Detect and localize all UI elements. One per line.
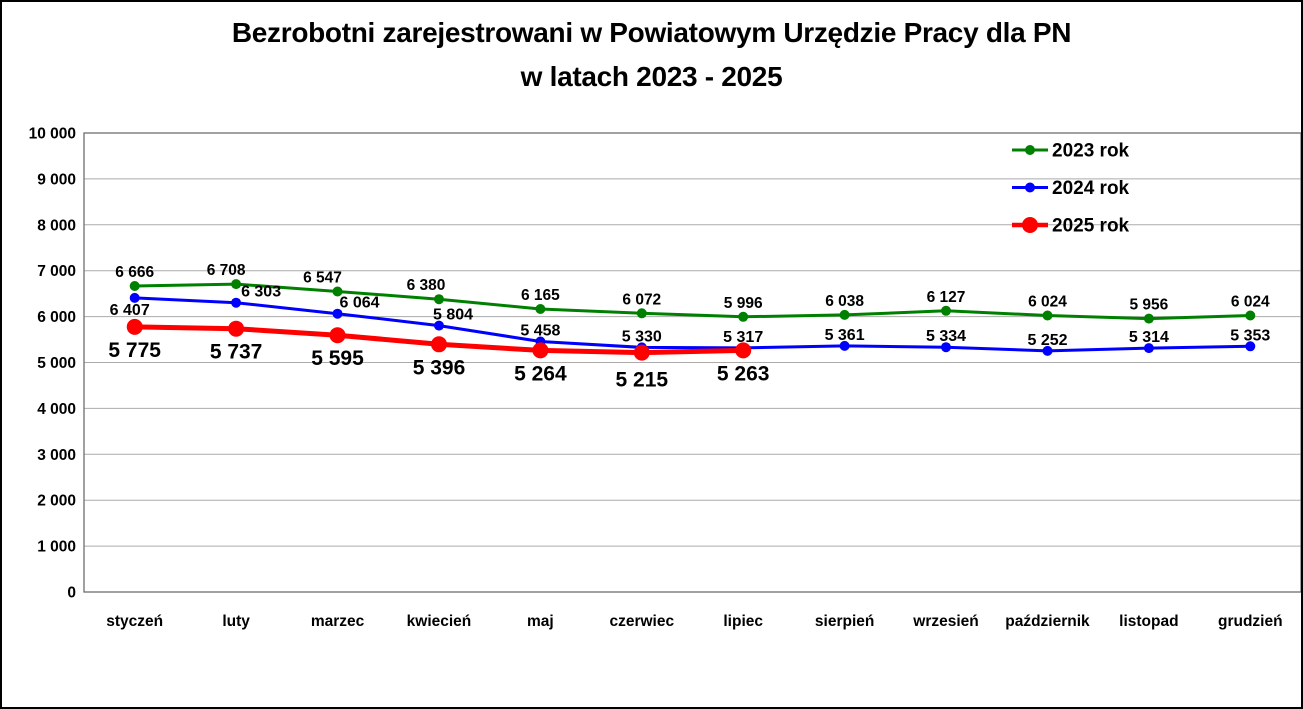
series-marker-2024-rok bbox=[1245, 341, 1256, 352]
x-axis-category-label: październik bbox=[1005, 613, 1090, 630]
series-marker-2025-rok bbox=[126, 318, 143, 335]
series-marker-2023-rok bbox=[738, 311, 749, 322]
legend-label-2024-rok: 2024 rok bbox=[1052, 178, 1130, 199]
series-marker-2025-rok bbox=[329, 327, 346, 344]
data-label-2025-rok: 5 737 bbox=[210, 341, 263, 364]
data-label-2024-rok: 5 334 bbox=[926, 328, 966, 345]
series-marker-2023-rok bbox=[332, 286, 343, 297]
series-line-2024-rok bbox=[133, 296, 1252, 353]
y-axis-tick-label: 6 000 bbox=[37, 309, 76, 326]
chart-title-line1: Bezrobotni zarejestrowani w Powiatowym U… bbox=[231, 17, 1072, 48]
data-label-2023-rok: 6 127 bbox=[927, 289, 966, 306]
data-label-2024-rok: 5 330 bbox=[622, 328, 662, 345]
series-marker-2024-rok bbox=[1143, 343, 1154, 354]
data-label-2024-rok: 5 353 bbox=[1230, 327, 1270, 344]
data-label-2024-rok: 5 314 bbox=[1129, 329, 1169, 346]
series-marker-2025-rok bbox=[633, 344, 650, 361]
series-marker-2023-rok bbox=[129, 281, 140, 291]
x-axis-category-label: styczeń bbox=[106, 613, 163, 630]
data-label-2023-rok: 6 547 bbox=[303, 270, 342, 287]
series-marker-2024-rok bbox=[231, 297, 242, 308]
data-label-2023-rok: 6 038 bbox=[825, 293, 864, 310]
series-marker-2024-rok bbox=[941, 342, 951, 353]
x-axis-category-label: marzec bbox=[311, 613, 365, 630]
data-label-2023-rok: 5 956 bbox=[1130, 297, 1169, 314]
data-label-2023-rok: 6 708 bbox=[207, 262, 246, 279]
data-label-2024-rok: 6 064 bbox=[339, 295, 379, 312]
data-label-2025-rok: 5 264 bbox=[514, 362, 567, 385]
data-label-2023-rok: 6 165 bbox=[521, 287, 560, 304]
legend-item-2023-rok: 2023 rok bbox=[1012, 141, 1130, 162]
series-marker-2023-rok bbox=[941, 305, 951, 316]
x-axis-category-label: grudzień bbox=[1218, 613, 1283, 630]
x-axis-category-label: kwiecień bbox=[407, 613, 472, 630]
plot-frame bbox=[83, 132, 1301, 593]
data-label-2024-rok: 5 361 bbox=[825, 327, 865, 344]
series-marker-2023-rok bbox=[636, 308, 647, 319]
x-axis-category-label: listopad bbox=[1119, 613, 1178, 630]
data-label-2025-rok: 5 263 bbox=[717, 362, 770, 385]
data-label-2025-rok: 5 396 bbox=[413, 356, 466, 379]
series-marker-2023-rok bbox=[839, 309, 850, 320]
series-marker-2023-rok bbox=[1245, 310, 1256, 321]
y-axis-tick-label: 0 bbox=[67, 585, 76, 602]
data-label-2024-rok: 6 303 bbox=[241, 284, 281, 301]
series-marker-2023-rok bbox=[1143, 313, 1154, 324]
data-label-2023-rok: 5 996 bbox=[724, 295, 763, 312]
x-axis-category-label: maj bbox=[527, 613, 554, 630]
data-label-2024-rok: 5 317 bbox=[723, 329, 763, 346]
series-marker-2023-rok bbox=[1042, 310, 1053, 321]
data-label-2023-rok: 6 024 bbox=[1028, 294, 1067, 311]
y-axis-tick-label: 9 000 bbox=[37, 171, 76, 188]
legend-marker-2024-rok bbox=[1025, 182, 1035, 193]
series-marker-2024-rok bbox=[839, 340, 850, 351]
data-label-2025-rok: 5 595 bbox=[311, 347, 364, 370]
y-axis-tick-label: 7 000 bbox=[37, 263, 76, 280]
data-label-2023-rok: 6 666 bbox=[115, 264, 154, 281]
series-marker-2025-rok bbox=[431, 336, 447, 353]
y-axis-tick-label: 4 000 bbox=[37, 401, 76, 418]
series-marker-2025-rok bbox=[735, 342, 752, 359]
series-marker-2023-rok bbox=[535, 304, 546, 314]
data-label-2024-rok: 6 407 bbox=[110, 302, 150, 319]
data-label-2025-rok: 5 215 bbox=[616, 369, 669, 392]
y-axis-tick-label: 5 000 bbox=[37, 355, 76, 372]
series-marker-2024-rok bbox=[332, 308, 343, 319]
data-label-2023-rok: 6 380 bbox=[407, 277, 446, 294]
series-marker-2025-rok bbox=[228, 320, 245, 337]
y-axis-tick-label: 3 000 bbox=[37, 447, 76, 464]
x-axis-category-label: sierpień bbox=[815, 613, 874, 630]
data-label-2024-rok: 5 804 bbox=[433, 307, 473, 324]
y-axis-tick-label: 2 000 bbox=[37, 493, 76, 510]
series-marker-2024-rok bbox=[434, 320, 444, 331]
x-axis-category-label: luty bbox=[222, 613, 250, 630]
legend-marker-2025-rok bbox=[1022, 217, 1038, 233]
legend-item-2025-rok: 2025 rok bbox=[1012, 216, 1130, 237]
legend-marker-2023-rok bbox=[1025, 145, 1035, 155]
data-label-2023-rok: 6 024 bbox=[1231, 294, 1270, 311]
y-axis-tick-label: 1 000 bbox=[37, 539, 76, 556]
series-marker-2023-rok bbox=[231, 279, 242, 290]
legend-label-2025-rok: 2025 rok bbox=[1052, 216, 1130, 237]
data-label-2024-rok: 5 252 bbox=[1027, 332, 1067, 349]
data-label-2023-rok: 6 072 bbox=[622, 291, 661, 308]
y-axis-tick-label: 10 000 bbox=[29, 126, 76, 143]
x-axis-category-label: lipiec bbox=[723, 613, 763, 630]
chart-title-line2: w latach 2023 - 2025 bbox=[520, 61, 783, 92]
x-axis-category-label: czerwiec bbox=[609, 613, 674, 630]
series-marker-2024-rok bbox=[129, 292, 140, 303]
data-label-2024-rok: 5 458 bbox=[520, 323, 560, 340]
legend-label-2023-rok: 2023 rok bbox=[1052, 141, 1130, 162]
x-axis-category-label: wrzesień bbox=[912, 613, 978, 630]
legend-item-2024-rok: 2024 rok bbox=[1012, 178, 1130, 199]
series-marker-2024-rok bbox=[1042, 345, 1053, 356]
y-axis-tick-label: 8 000 bbox=[37, 217, 76, 234]
series-marker-2023-rok bbox=[434, 294, 444, 305]
chart-title: Bezrobotni zarejestrowani w Powiatowym U… bbox=[2, 11, 1301, 99]
data-label-2025-rok: 5 775 bbox=[108, 339, 161, 362]
series-marker-2025-rok bbox=[532, 342, 549, 359]
series-line-2023-rok bbox=[133, 282, 1252, 321]
